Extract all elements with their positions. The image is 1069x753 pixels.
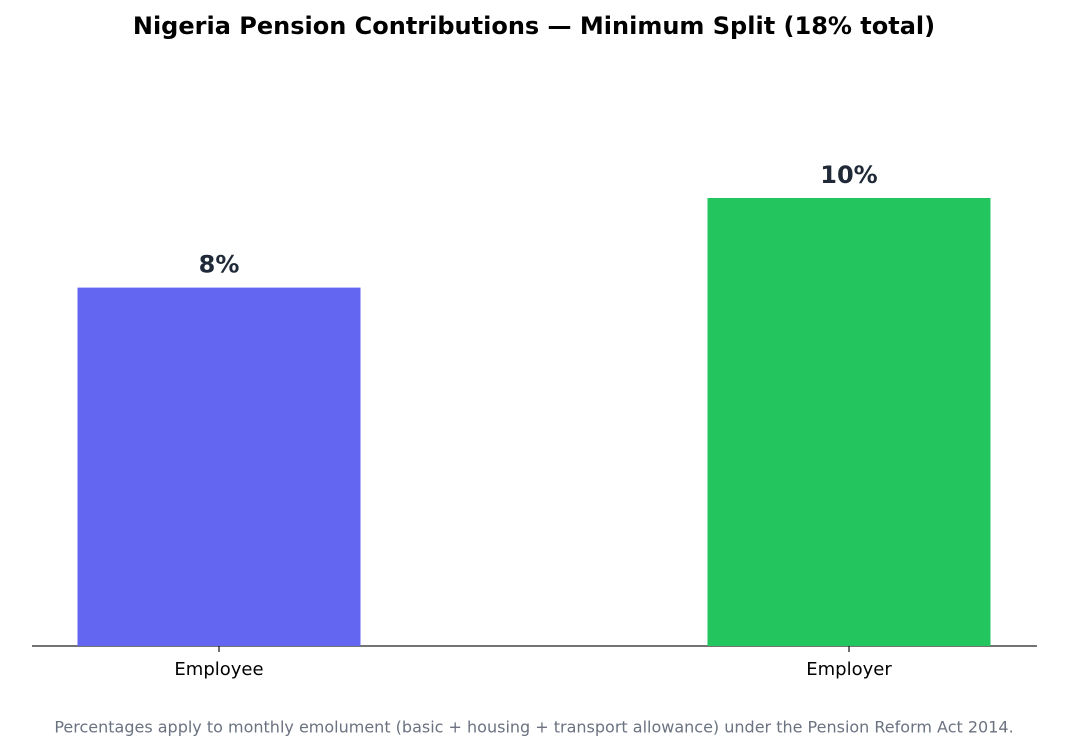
x-tick-label: Employer	[806, 659, 892, 680]
footnote: Percentages apply to monthly emolument (…	[54, 718, 1013, 737]
chart-title: Nigeria Pension Contributions — Minimum …	[133, 12, 935, 40]
value-label: 10%	[820, 161, 877, 189]
bar	[707, 198, 991, 646]
bar	[77, 287, 361, 646]
value-label: 8%	[199, 251, 240, 279]
x-tick-label: Employee	[174, 659, 263, 680]
